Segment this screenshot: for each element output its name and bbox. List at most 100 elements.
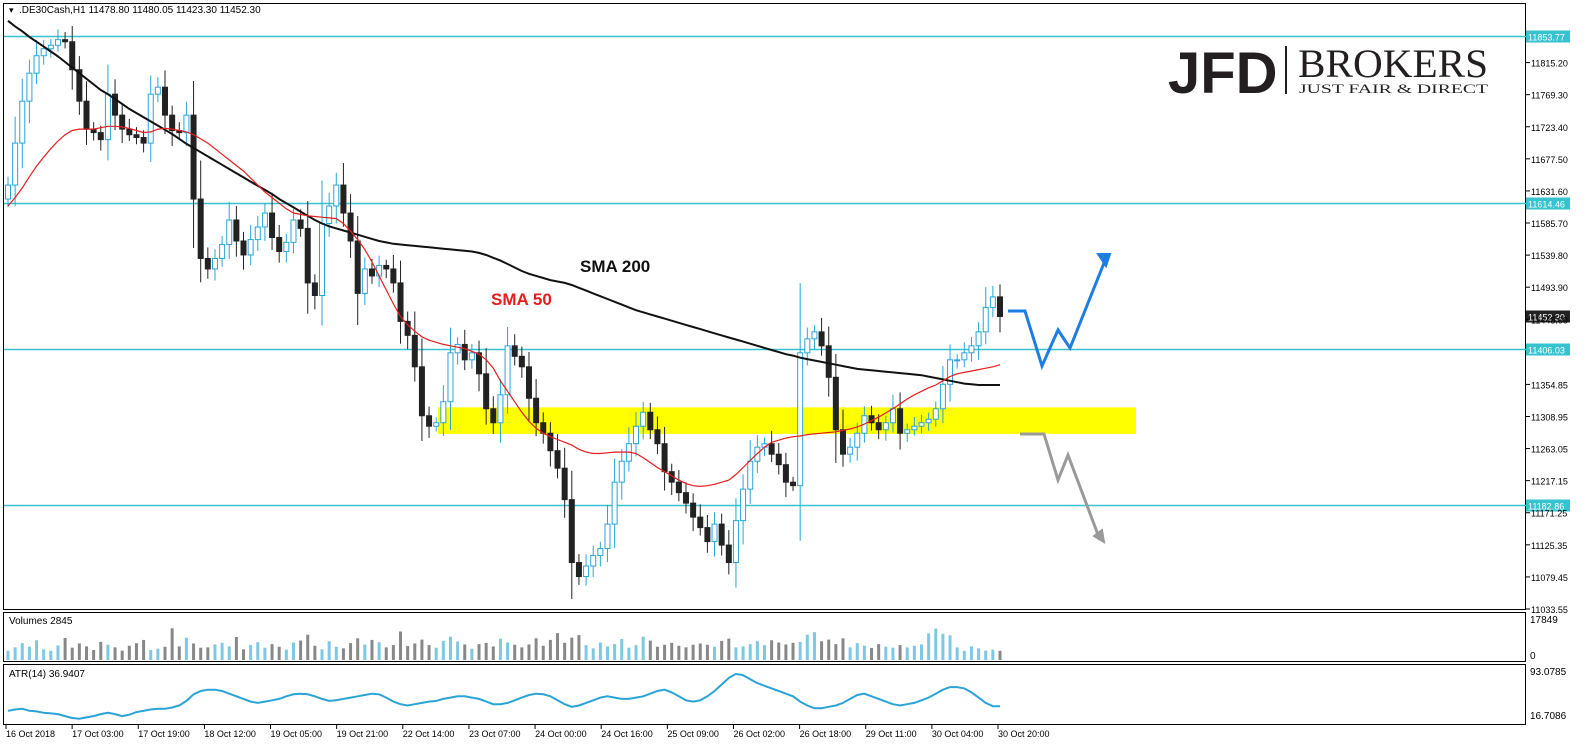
candle — [311, 274, 318, 310]
candle — [26, 59, 33, 124]
candle — [383, 259, 390, 279]
volume-label: Volumes 2845 — [9, 616, 73, 627]
volume-bar — [948, 635, 952, 660]
time-tick-label: 29 Oct 11:00 — [866, 729, 917, 739]
price-tick-label: 11815.20 — [1531, 59, 1568, 69]
candle — [525, 352, 532, 423]
volume-bar — [70, 647, 74, 660]
candle — [568, 470, 575, 600]
price-tick-label: 11263.05 — [1531, 445, 1568, 455]
price-axis: 11815.20 11769.30 11723.40 11677.50 11631.60… — [1526, 59, 1568, 615]
candle — [839, 409, 846, 467]
collapse-arrow-icon[interactable]: ▾ — [9, 5, 14, 15]
candle — [211, 249, 218, 281]
volume-bar — [705, 644, 709, 660]
volume-bar — [698, 643, 702, 660]
time-tick-label: 24 Oct 16:00 — [601, 729, 653, 739]
volume-bar — [163, 646, 167, 660]
candle — [640, 401, 647, 440]
volume-bar — [277, 646, 281, 660]
price-tick-label: 11631.60 — [1531, 187, 1568, 197]
time-tick-label: 24 Oct 00:00 — [535, 729, 587, 739]
jfd-brokers-logo: JFD BROKERS JUST FAIR & DIRECT — [1168, 41, 1488, 106]
candle — [340, 163, 347, 227]
volume-bar — [677, 645, 681, 660]
candle — [782, 452, 789, 498]
time-tick-label: 30 Oct 04:00 — [932, 729, 984, 739]
volume-bar — [862, 645, 866, 660]
candle — [647, 402, 654, 440]
candle — [19, 78, 26, 169]
volume-bar — [456, 641, 460, 660]
volume-bar — [841, 638, 845, 660]
volume-bar — [563, 642, 567, 660]
volume-bar — [577, 635, 581, 660]
volume-bar — [877, 644, 881, 660]
candle — [797, 283, 804, 541]
candle — [554, 434, 561, 479]
candle — [204, 247, 211, 279]
volume-bar — [977, 648, 981, 660]
symbol-header: .DE30Cash,H1 11478.80 11480.05 11423.30 … — [19, 5, 261, 16]
logo-jfd-text: JFD — [1168, 41, 1278, 106]
level-price-tag — [1526, 499, 1570, 512]
candle — [47, 39, 54, 58]
volume-bar — [477, 644, 481, 660]
volume-bar — [327, 641, 331, 660]
volume-bar — [919, 644, 923, 660]
volume-bar — [848, 647, 852, 660]
candle — [404, 311, 411, 350]
volume-bar — [527, 644, 531, 660]
current-price-label: 11452.30 — [1528, 313, 1565, 323]
volume-panel-frame — [3, 612, 1526, 662]
volume-bar — [263, 647, 267, 660]
volume-bar — [670, 642, 674, 660]
candle — [654, 416, 661, 455]
volume-bar — [798, 641, 802, 660]
candle — [925, 412, 932, 432]
volume-bar — [991, 649, 995, 660]
candle — [697, 504, 704, 536]
candle — [518, 346, 525, 378]
candle — [418, 338, 425, 441]
volume-bar — [42, 649, 46, 660]
candle — [390, 254, 397, 293]
candle — [504, 326, 511, 414]
volume-bar — [413, 643, 417, 660]
candle — [433, 417, 440, 432]
volume-bar — [349, 643, 353, 660]
candles — [5, 26, 1003, 600]
volume-bar — [962, 650, 966, 660]
candle — [326, 192, 333, 237]
candle — [483, 348, 490, 425]
candle — [939, 366, 946, 424]
volume-bar — [969, 646, 973, 660]
volume-bar — [891, 647, 895, 660]
candle — [283, 233, 290, 263]
volume-bar — [684, 647, 688, 660]
moving-averages — [7, 20, 1001, 488]
candle — [954, 354, 961, 369]
time-tick-label: 26 Oct 18:00 — [800, 729, 852, 739]
sma200-label: SMA 200 — [580, 257, 650, 276]
volume-bar — [320, 649, 324, 660]
candle — [454, 337, 461, 365]
candle — [411, 311, 418, 382]
volume-bar — [177, 646, 181, 660]
volume-bar — [199, 647, 203, 660]
volume-bar — [534, 638, 538, 660]
volume-bar — [406, 646, 410, 660]
bullish-scenario-path — [1008, 257, 1108, 371]
candle — [197, 160, 204, 283]
candle — [183, 101, 190, 146]
volume-bar — [591, 648, 595, 660]
volume-bar — [306, 634, 310, 660]
candle — [768, 430, 775, 463]
candle — [725, 530, 732, 575]
volume-bar — [805, 634, 809, 660]
sma50-label: SMA 50 — [491, 290, 552, 309]
price-tick-label: 11308.95 — [1531, 412, 1568, 422]
candle — [397, 260, 404, 344]
